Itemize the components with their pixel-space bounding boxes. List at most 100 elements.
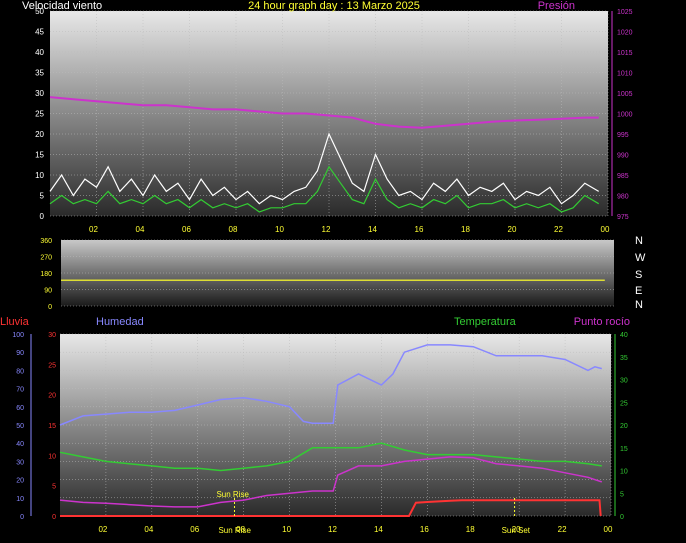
x-tick-label: 08 xyxy=(236,525,245,534)
pressure-tick-label: 975 xyxy=(617,214,629,221)
rain-tick-label: 30 xyxy=(48,332,56,339)
dewpoint-label: Punto rocío xyxy=(574,316,630,328)
x-tick-label: 12 xyxy=(328,525,337,534)
rain-tick-label: 25 xyxy=(48,362,56,369)
rain-tick-label: 10 xyxy=(48,453,56,460)
wind-tick-label: 50 xyxy=(35,7,44,16)
pressure-tick-label: 1015 xyxy=(617,50,633,57)
pressure-tick-label: 1000 xyxy=(617,112,633,119)
temp-humidity-series xyxy=(59,344,603,517)
pressure-tick-label: 990 xyxy=(617,153,629,160)
pressure-tick-label: 985 xyxy=(617,173,629,180)
x-tick-label: 20 xyxy=(508,225,517,234)
x-tick-label: 22 xyxy=(558,525,567,534)
wind-tick-label: 0 xyxy=(40,212,45,221)
pressure-tick-label: 1025 xyxy=(617,9,633,16)
humidity-label: Humedad xyxy=(96,316,144,328)
sunrise-axis-label: Sun Rise xyxy=(218,526,251,535)
x-tick-label: 14 xyxy=(368,225,377,234)
pressure-tick-label: 995 xyxy=(617,132,629,139)
compass-labels: N W S E N xyxy=(635,235,646,311)
temperature-tick-label: 0 xyxy=(620,514,624,521)
humidity-tick-label: 70 xyxy=(16,387,24,394)
pressure-tick-label: 1010 xyxy=(617,71,633,78)
pressure-tick-label: 980 xyxy=(617,194,629,201)
rain-tick-label: 5 xyxy=(52,484,56,491)
axis-ticks: 0510152025303540455097598098599099510001… xyxy=(12,7,632,534)
x-tick-label: 20 xyxy=(512,525,521,534)
wind_avg-line xyxy=(49,165,600,213)
direction-grid xyxy=(61,239,614,307)
direction-tick-label: 270 xyxy=(40,255,52,262)
temperature-tick-label: 40 xyxy=(620,332,628,339)
humidity-tick-label: 20 xyxy=(16,478,24,485)
temp-humidity-grid xyxy=(60,333,612,517)
humidity-line xyxy=(59,344,602,426)
x-tick-label: 04 xyxy=(144,525,153,534)
wind-tick-label: 30 xyxy=(35,89,44,98)
temperature-tick-label: 25 xyxy=(620,400,628,407)
compass-s: S xyxy=(635,269,642,281)
rain-line xyxy=(60,499,602,517)
wind-tick-label: 5 xyxy=(40,192,45,201)
x-tick-label: 02 xyxy=(89,225,98,234)
x-tick-label: 02 xyxy=(98,525,107,534)
direction-tick-label: 180 xyxy=(40,271,52,278)
x-tick-label: 00 xyxy=(604,525,613,534)
direction-tick-label: 90 xyxy=(44,288,52,295)
rain-tick-label: 20 xyxy=(48,393,56,400)
temperature-tick-label: 30 xyxy=(620,378,628,385)
temperature-line xyxy=(59,442,602,472)
humidity-tick-label: 90 xyxy=(16,350,24,357)
wind-tick-label: 25 xyxy=(35,110,44,119)
x-tick-label: 08 xyxy=(229,225,238,234)
compass-n-top: N xyxy=(635,235,643,247)
humidity-tick-label: 80 xyxy=(16,368,24,375)
x-tick-label: 04 xyxy=(136,225,145,234)
temperature-tick-label: 10 xyxy=(620,469,628,476)
temperature-label: Temperatura xyxy=(454,316,517,328)
x-tick-label: 10 xyxy=(275,225,284,234)
wind-tick-label: 45 xyxy=(35,28,44,37)
temperature-tick-label: 35 xyxy=(620,355,628,362)
temperature-tick-label: 5 xyxy=(620,491,624,498)
x-tick-label: 16 xyxy=(420,525,429,534)
wind-tick-label: 20 xyxy=(35,130,44,139)
rain-label: Lluvia xyxy=(0,316,30,328)
humidity-tick-label: 100 xyxy=(12,332,24,339)
wind-tick-label: 40 xyxy=(35,48,44,57)
wind-pressure-series xyxy=(49,96,600,213)
x-tick-label: 00 xyxy=(601,225,610,234)
pressure-tick-label: 1020 xyxy=(617,30,633,37)
x-tick-label: 18 xyxy=(461,225,470,234)
compass-n-bottom: N xyxy=(635,299,643,311)
pressure-line xyxy=(49,96,599,129)
humidity-tick-label: 50 xyxy=(16,423,24,430)
humidity-tick-label: 0 xyxy=(20,514,24,521)
sunset-label: Sun Set xyxy=(502,526,531,535)
chart-title: 24 hour graph day : 13 Marzo 2025 xyxy=(248,0,420,12)
x-tick-label: 10 xyxy=(282,525,291,534)
compass-e: E xyxy=(635,285,642,297)
x-tick-label: 06 xyxy=(182,225,191,234)
rain-tick-label: 0 xyxy=(52,514,56,521)
rain-tick-label: 15 xyxy=(48,423,56,430)
temperature-tick-label: 15 xyxy=(620,446,628,453)
x-tick-label: 16 xyxy=(415,225,424,234)
x-tick-label: 22 xyxy=(554,225,563,234)
pressure-tick-label: 1005 xyxy=(617,91,633,98)
x-tick-label: 14 xyxy=(374,525,383,534)
humidity-tick-label: 30 xyxy=(16,459,24,466)
wind-tick-label: 35 xyxy=(35,69,44,78)
dewpoint-line xyxy=(59,456,603,508)
x-tick-label: 12 xyxy=(322,225,331,234)
pressure-label: Presión xyxy=(538,0,575,12)
temperature-tick-label: 20 xyxy=(620,423,628,430)
wind-tick-label: 15 xyxy=(35,151,44,160)
wind_gust-line xyxy=(49,132,600,205)
x-tick-label: 06 xyxy=(190,525,199,534)
humidity-tick-label: 60 xyxy=(16,405,24,412)
direction-tick-label: 360 xyxy=(40,238,52,245)
sunrise-label: Sun Rise xyxy=(216,490,249,499)
